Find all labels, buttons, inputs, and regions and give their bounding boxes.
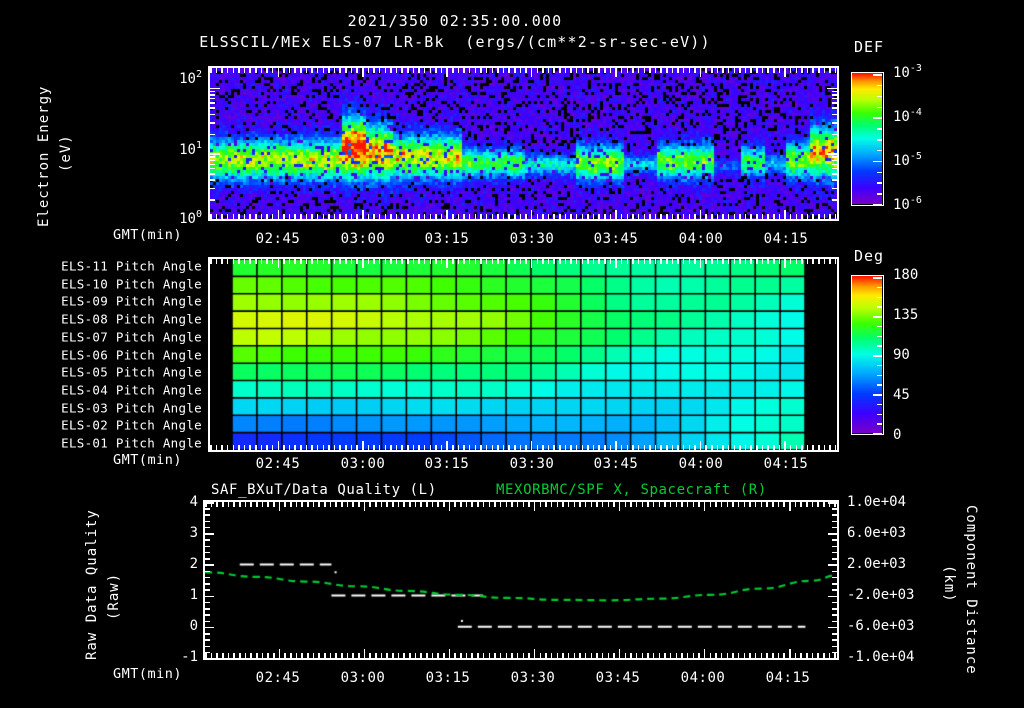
cb-label: 0 [893, 427, 902, 443]
ytick-label: 3 [189, 525, 198, 541]
pitch-row-label: ELS-10 Pitch Angle [61, 276, 202, 292]
pitch-xaxis-label: GMT(min) [113, 452, 183, 468]
cb-label: 45 [893, 387, 910, 403]
page-title: 2021/350 02:35:00.000 [347, 12, 563, 30]
cb-label: 180 [893, 267, 919, 283]
cb-mantissa: 10 [893, 64, 910, 81]
deg-colorbar-labels: 180 135 90 45 0 [893, 267, 983, 443]
pitch-row-label: ELS-07 Pitch Angle [61, 329, 202, 345]
spectrogram-ytick-labels: 102 101 100 [150, 66, 202, 227]
xtick-label: 03:30 [509, 231, 555, 247]
ytick-exponent: 1 [195, 140, 202, 152]
pitch-row-label: ELS-01 Pitch Angle [61, 435, 202, 451]
bottom-xtick-labels: 02:45 03:00 03:15 03:30 03:45 04:00 04:1… [203, 670, 839, 690]
pitch-angle-panel [208, 257, 839, 452]
spectrogram-xtick-labels: 02:45 03:00 03:15 03:30 03:45 04:00 04:1… [208, 231, 839, 251]
page-subtitle: ELSSCIL/MEx ELS-07 LR-Bk (ergs/(cm**2-sr… [199, 33, 711, 51]
def-colorbar-ticks [851, 72, 884, 206]
xtick-label: 03:45 [595, 670, 641, 686]
ytick-exponent: 2 [195, 69, 202, 81]
ytick-label: 2.0e+03 [847, 556, 907, 572]
cb-mantissa: 10 [893, 108, 910, 125]
pitch-row-label: ELS-05 Pitch Angle [61, 364, 202, 380]
xtick-label: 03:15 [424, 231, 470, 247]
ytick-mantissa: 10 [179, 70, 196, 87]
bottom-panel-title-right: MEXORBMC/SPF X, Spacecraft (R) [496, 482, 767, 498]
pitch-row-label-list: ELS-11 Pitch Angle ELS-10 Pitch Angle ELS-… [20, 257, 202, 452]
def-colorbar [851, 72, 884, 206]
cb-label: 135 [893, 307, 919, 323]
xtick-label: 04:15 [765, 670, 811, 686]
cb-exponent: -3 [909, 63, 922, 75]
pitch-row-label: ELS-02 Pitch Angle [61, 417, 202, 433]
ytick-label: -1.0e+04 [847, 649, 915, 665]
deg-colorbar-ticks [851, 275, 884, 435]
xtick-label: 04:00 [680, 670, 726, 686]
ytick-label: -6.0e+03 [847, 618, 915, 634]
deg-colorbar [851, 275, 884, 435]
def-colorbar-title: DEF [854, 38, 885, 56]
pitch-row-label: ELS-09 Pitch Angle [61, 293, 202, 309]
bottom-xaxis-label: GMT(min) [113, 666, 183, 682]
ytick-label: 1.0e+04 [847, 494, 907, 510]
ytick-mantissa: 10 [179, 210, 196, 227]
xtick-label: 03:30 [510, 670, 556, 686]
xtick-label: 02:45 [255, 231, 301, 247]
ytick-label: -2.0e+03 [847, 587, 915, 603]
cb-mantissa: 10 [893, 152, 910, 169]
spectrogram-xaxis-label: GMT(min) [113, 227, 183, 243]
deg-colorbar-title: Deg [854, 247, 885, 265]
xtick-label: 03:15 [425, 670, 471, 686]
xtick-label: 03:00 [340, 231, 386, 247]
bottom-ylabel-left-units: (Raw) [106, 572, 122, 620]
ytick-mantissa: 10 [179, 141, 196, 158]
pitch-xtick-labels: 02:45 03:00 03:15 03:30 03:45 04:00 04:1… [208, 456, 839, 476]
pitch-row-label: ELS-11 Pitch Angle [61, 258, 202, 274]
bottom-ytick-right: 1.0e+04 6.0e+03 2.0e+03 -2.0e+03 -6.0e+0… [847, 494, 947, 665]
xtick-label: 03:00 [340, 456, 386, 472]
pitch-row-label: ELS-04 Pitch Angle [61, 382, 202, 398]
xtick-label: 04:15 [763, 456, 809, 472]
spectrogram-ylabel: Electron Energy [36, 85, 52, 227]
xtick-label: 04:00 [678, 231, 724, 247]
ytick-label: 6.0e+03 [847, 525, 907, 541]
cb-exponent: -4 [909, 107, 922, 119]
bottom-ylabel-right-units: (km) [941, 565, 957, 603]
xtick-label: 03:30 [509, 456, 555, 472]
cb-label: 90 [893, 347, 910, 363]
xtick-label: 04:15 [763, 231, 809, 247]
pitch-row-label: ELS-08 Pitch Angle [61, 311, 202, 327]
xtick-label: 03:45 [593, 456, 639, 472]
bottom-ylabel-left: Raw Data Quality [84, 509, 100, 660]
xtick-label: 03:45 [593, 231, 639, 247]
bottom-ylabel-right: Component Distance [963, 505, 979, 675]
spectrogram-ticks [208, 66, 839, 221]
ytick-label: 0 [189, 618, 198, 634]
xtick-label: 03:00 [340, 670, 386, 686]
pitch-row-label: ELS-03 Pitch Angle [61, 400, 202, 416]
ytick-label: 4 [189, 494, 198, 510]
spectrogram-panel [208, 66, 839, 221]
pitch-row-label: ELS-06 Pitch Angle [61, 347, 202, 362]
xtick-label: 04:00 [678, 456, 724, 472]
bottom-ticks [203, 500, 839, 660]
bottom-panel [203, 500, 839, 660]
cb-mantissa: 10 [893, 196, 910, 213]
ytick-exponent: 0 [195, 209, 202, 221]
cb-exponent: -5 [909, 151, 922, 163]
xtick-label: 02:45 [255, 456, 301, 472]
ytick-label: 2 [189, 556, 198, 572]
ytick-label: 1 [189, 587, 198, 603]
ytick-label: -1 [181, 649, 198, 665]
spectrogram-ylabel-units: (eV) [58, 134, 74, 172]
xtick-label: 03:15 [424, 456, 470, 472]
bottom-ytick-left: 4 3 2 1 0 -1 [160, 494, 198, 665]
def-colorbar-labels: 10-3 10-4 10-5 10-6 [893, 63, 983, 213]
cb-exponent: -6 [909, 195, 922, 207]
bottom-panel-title-left: SAF_BXuT/Data Quality (L) [211, 482, 437, 498]
xtick-label: 02:45 [255, 670, 301, 686]
pitch-ticks [208, 257, 839, 452]
